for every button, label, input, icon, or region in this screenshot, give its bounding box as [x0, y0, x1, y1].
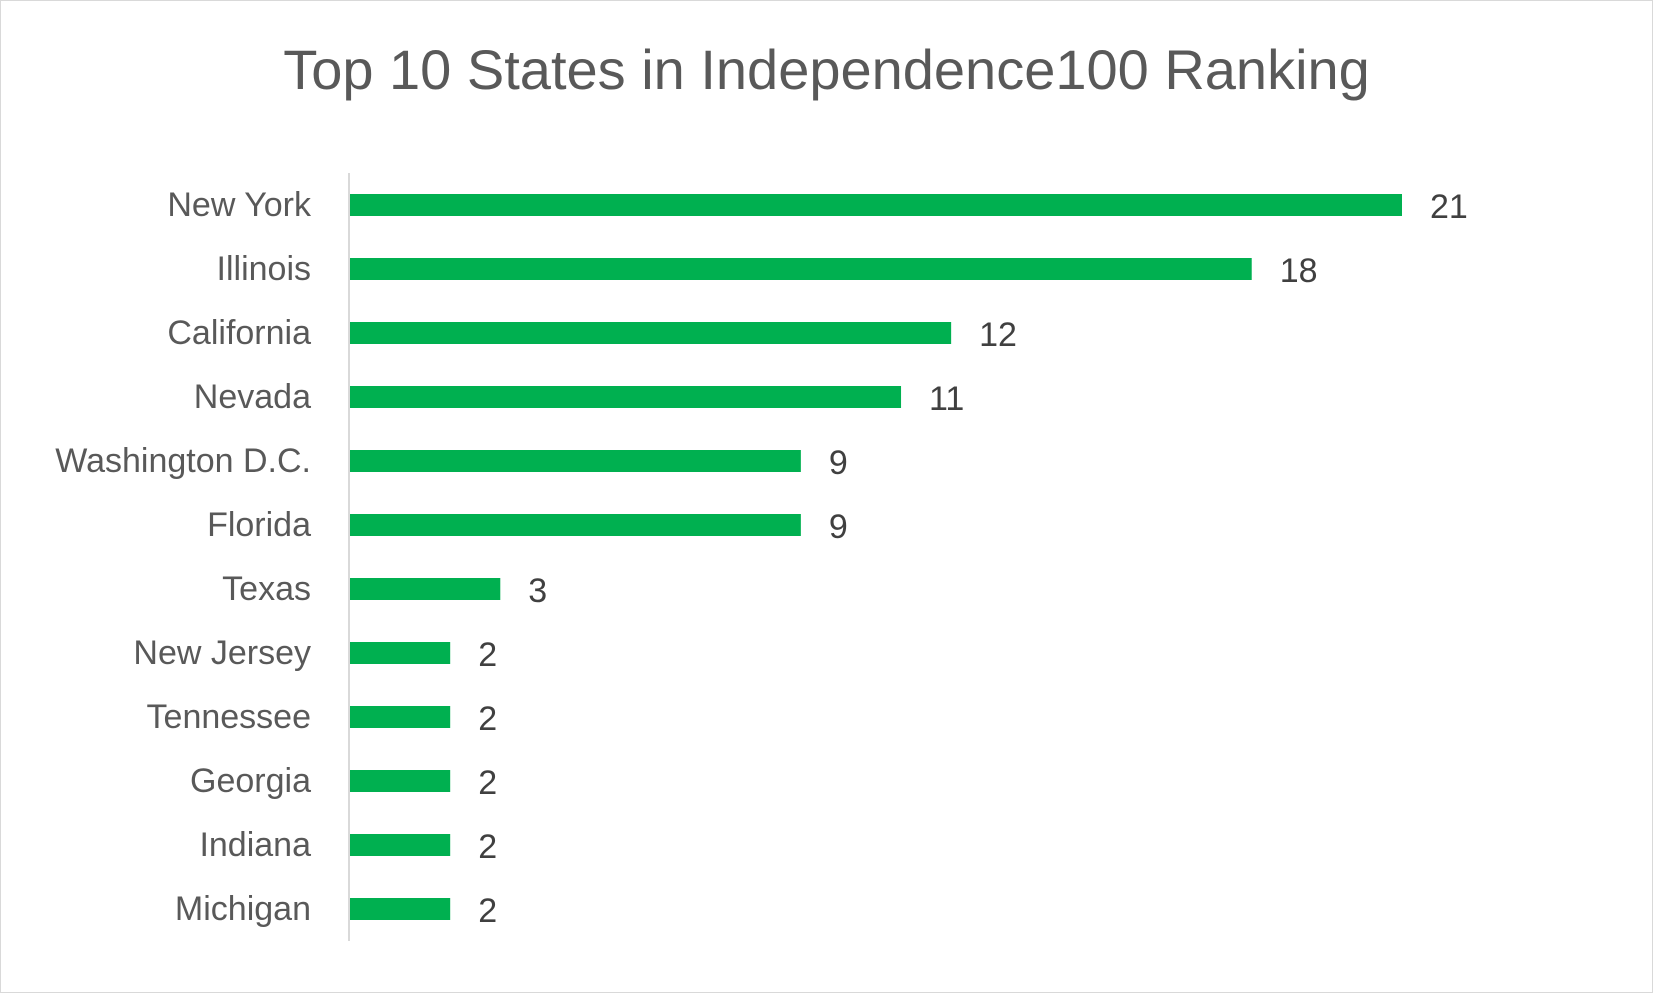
- bar: [350, 642, 451, 664]
- category-label: Georgia: [190, 762, 311, 800]
- bar: [350, 770, 451, 792]
- bar: [350, 450, 801, 472]
- bar: [350, 578, 501, 600]
- bar: [350, 898, 451, 920]
- bar: [350, 834, 451, 856]
- data-label: 11: [929, 380, 964, 418]
- data-label: 3: [528, 572, 547, 610]
- category-label: Indiana: [199, 826, 311, 864]
- category-label: Washington D.C.: [55, 442, 311, 480]
- data-label: 21: [1430, 188, 1468, 226]
- category-label: Michigan: [175, 890, 311, 928]
- bar: [350, 514, 801, 536]
- bar: [350, 386, 902, 408]
- category-label: California: [167, 314, 311, 352]
- category-label: Illinois: [217, 250, 311, 288]
- bar: [350, 706, 451, 728]
- category-label: Texas: [222, 570, 311, 608]
- category-label: New York: [167, 186, 312, 224]
- bar: [350, 258, 1252, 280]
- data-label: 12: [979, 316, 1017, 354]
- bar: [350, 322, 952, 344]
- category-label: Nevada: [194, 378, 311, 416]
- category-label: Florida: [207, 506, 311, 544]
- bar: [350, 194, 1402, 216]
- data-label: 18: [1280, 252, 1318, 290]
- data-label: 2: [478, 828, 497, 866]
- data-label: 9: [829, 508, 848, 546]
- category-label: Tennessee: [147, 698, 311, 736]
- data-label: 2: [478, 892, 497, 930]
- data-label: 2: [478, 764, 497, 802]
- data-label: 9: [829, 444, 848, 482]
- category-label: New Jersey: [133, 634, 311, 672]
- data-label: 2: [478, 700, 497, 738]
- chart-title: Top 10 States in Independence100 Ranking: [283, 38, 1370, 101]
- data-label: 2: [478, 636, 497, 674]
